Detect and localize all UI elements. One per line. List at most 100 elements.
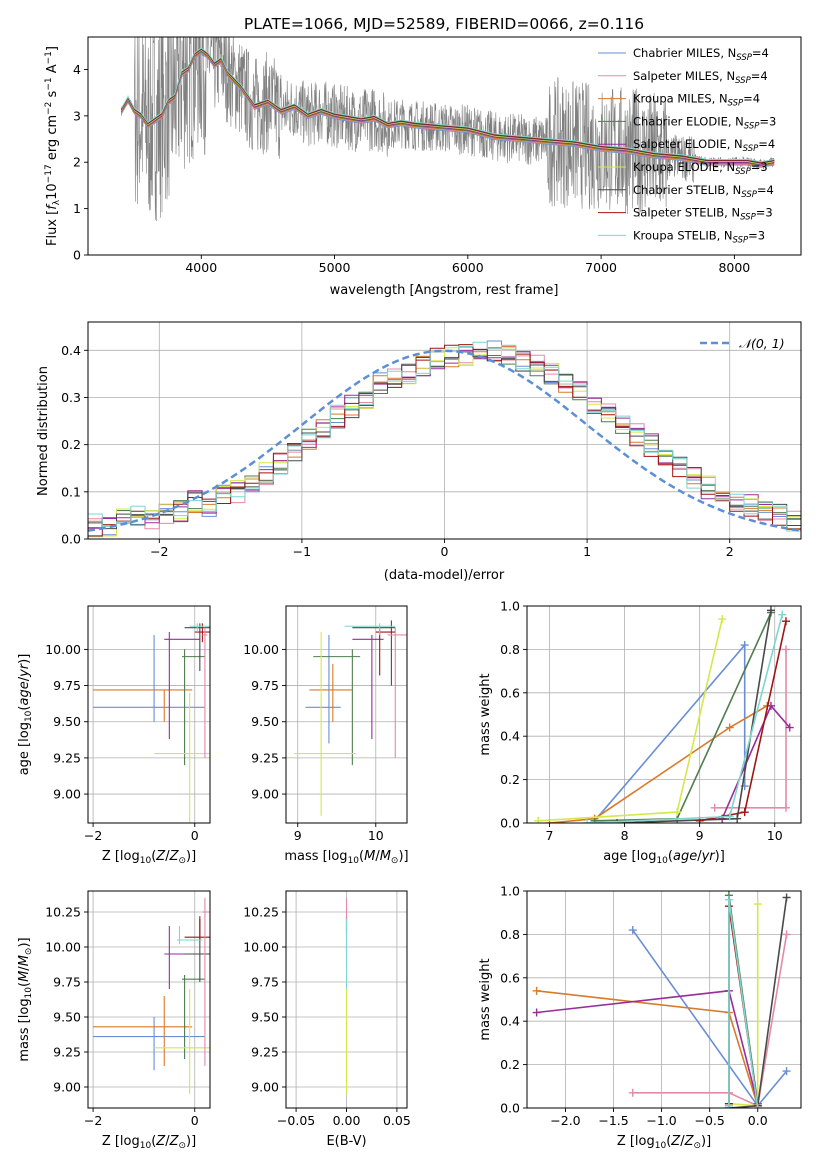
legend-n: =3 [756, 206, 773, 220]
legend-name: Chabrier STELIB, N [633, 183, 741, 197]
series-marker [781, 645, 790, 654]
label-part: 10 [24, 710, 34, 722]
x-tick-label: 1 [583, 544, 591, 559]
label-part: / [165, 849, 170, 864]
error-bar-chabrier-miles [305, 634, 341, 744]
x-tick-label: 9 [696, 828, 704, 843]
model-line-chabrier-elodie [120, 50, 775, 166]
error-bar-chabrier-stelib [184, 919, 210, 982]
y-axis-label: mass weight [478, 958, 493, 1040]
plot-area [93, 623, 210, 823]
y-tick-label: 9.75 [251, 975, 279, 990]
y-tick-label: 0.1 [61, 484, 81, 499]
y-axis-label: age [log10(age/yr)] [17, 654, 34, 776]
series-marker [534, 816, 543, 823]
label-part: yr [701, 849, 717, 864]
legend-sub: SSP [735, 167, 751, 177]
y-tick-label: 0.2 [500, 1057, 520, 1072]
label-part: 10 [655, 1141, 667, 1151]
y-axis-label: Normed distribution [36, 366, 51, 496]
error-bar-kroupa-stelib [176, 926, 203, 945]
label-part: ⊙ [178, 1141, 186, 1151]
error-bar-salpeter-elodie [164, 632, 200, 740]
label-part: )] [17, 654, 32, 664]
x-tick-label: 2 [726, 544, 734, 559]
y-tick-label: 10.25 [45, 905, 81, 920]
ticks: −0.05 0.00 0.05 9.00 9.25 9.50 9.75 10.00 10.25 [243, 905, 411, 1129]
series-marker [740, 808, 749, 817]
label-part: Flux [ [45, 210, 60, 246]
x-axis-label: age [log10(age/yr)] [603, 849, 725, 866]
series-marker [532, 986, 541, 995]
label-part: Z [log [102, 849, 140, 864]
x-tick-label: 0.00 [333, 1113, 361, 1128]
y-tick-label: 0 [73, 248, 81, 263]
y-tick-label: 0.0 [61, 532, 81, 547]
legend-name: Salpeter MILES, N [633, 69, 735, 83]
series-chabrier-miles [590, 641, 749, 823]
legend-entry: Kroupa ELODIE, NSSP=3 [633, 160, 768, 177]
label-part: ⊙ [693, 1141, 701, 1151]
series-salpeter-elodie [532, 986, 762, 1108]
y-tick-label: 0.0 [500, 1101, 520, 1116]
series-line [728, 899, 759, 1108]
plot-area [534, 606, 794, 823]
grid-lines [88, 891, 210, 1108]
label-part: −1 [44, 51, 54, 64]
x-axis-label: wavelength [Angstrom, rest frame] [330, 283, 559, 298]
y-tick-label: 9.50 [251, 714, 279, 729]
x-tick-label: 7000 [585, 260, 617, 275]
label-part: ⊙ [178, 856, 186, 866]
histogram-salpeter-stelib [88, 344, 801, 537]
series-chabrier-stelib [613, 606, 775, 823]
model-line-salpeter-stelib [120, 48, 775, 164]
series-marker [782, 1067, 791, 1076]
legend-name: Kroupa MILES, N [633, 92, 728, 106]
series-marker [710, 803, 719, 812]
axes-frame [87, 36, 802, 256]
y-tick-label: 9.00 [53, 787, 81, 802]
legend: 𝒩(0, 1) [700, 336, 785, 351]
legend-n: =3 [759, 114, 776, 128]
x-tick-label: 5000 [319, 260, 351, 275]
x-tick-label: −2 [84, 1113, 102, 1128]
error-bar-salpeter-miles [387, 627, 407, 758]
legend-entry: Chabrier MILES, NSSP=4 [633, 46, 769, 63]
y-tick-label: 0.0 [500, 816, 520, 831]
error-bar-kroupa-elodie [154, 989, 210, 1094]
label-part: λ [52, 199, 62, 205]
legend-n: =4 [752, 46, 769, 60]
y-tick-label: 1.0 [500, 599, 520, 614]
legend-sub: SSP [740, 213, 756, 223]
model-line-chabrier-miles [120, 53, 775, 168]
axes-frame [87, 890, 211, 1109]
y-tick-label: 4 [73, 62, 81, 77]
x-tick-label: 9 [294, 828, 302, 843]
x-axis-label: E(B-V) [326, 1134, 366, 1149]
error-bar-chabrier-miles [93, 634, 205, 722]
axes-frame [526, 890, 802, 1109]
legend-n: =4 [757, 183, 774, 197]
x-tick-label: 0 [441, 544, 449, 559]
y-tick-label: 0.8 [500, 927, 520, 942]
y-tick-label: 0.2 [61, 437, 81, 452]
legend-sub: SSP [744, 121, 760, 131]
series-marker [725, 812, 734, 821]
label-part: ( [17, 982, 32, 987]
label-part: ⊙ [391, 856, 399, 866]
label-part: / [17, 966, 32, 971]
model-line-kroupa-elodie [120, 49, 775, 165]
x-tick-label: 8 [621, 828, 629, 843]
legend-entry: Salpeter ELODIE, NSSP=4 [633, 137, 775, 154]
error-bar-salpeter-stelib [184, 916, 210, 940]
label-part: mass [log [17, 998, 32, 1061]
legend-name: Salpeter ELODIE, N [633, 137, 743, 151]
panel-residual-histogram: −2 −1 0 1 2 0.0 0.1 0.2 0.3 0.4 (data-model)/error… [36, 321, 802, 583]
y-tick-label: 9.00 [251, 787, 279, 802]
legend-entry: Chabrier STELIB, NSSP=4 [633, 183, 774, 200]
x-tick-label: −2 [150, 544, 168, 559]
legend-name: Chabrier MILES, N [633, 46, 736, 60]
label-part: 10 [140, 856, 152, 866]
